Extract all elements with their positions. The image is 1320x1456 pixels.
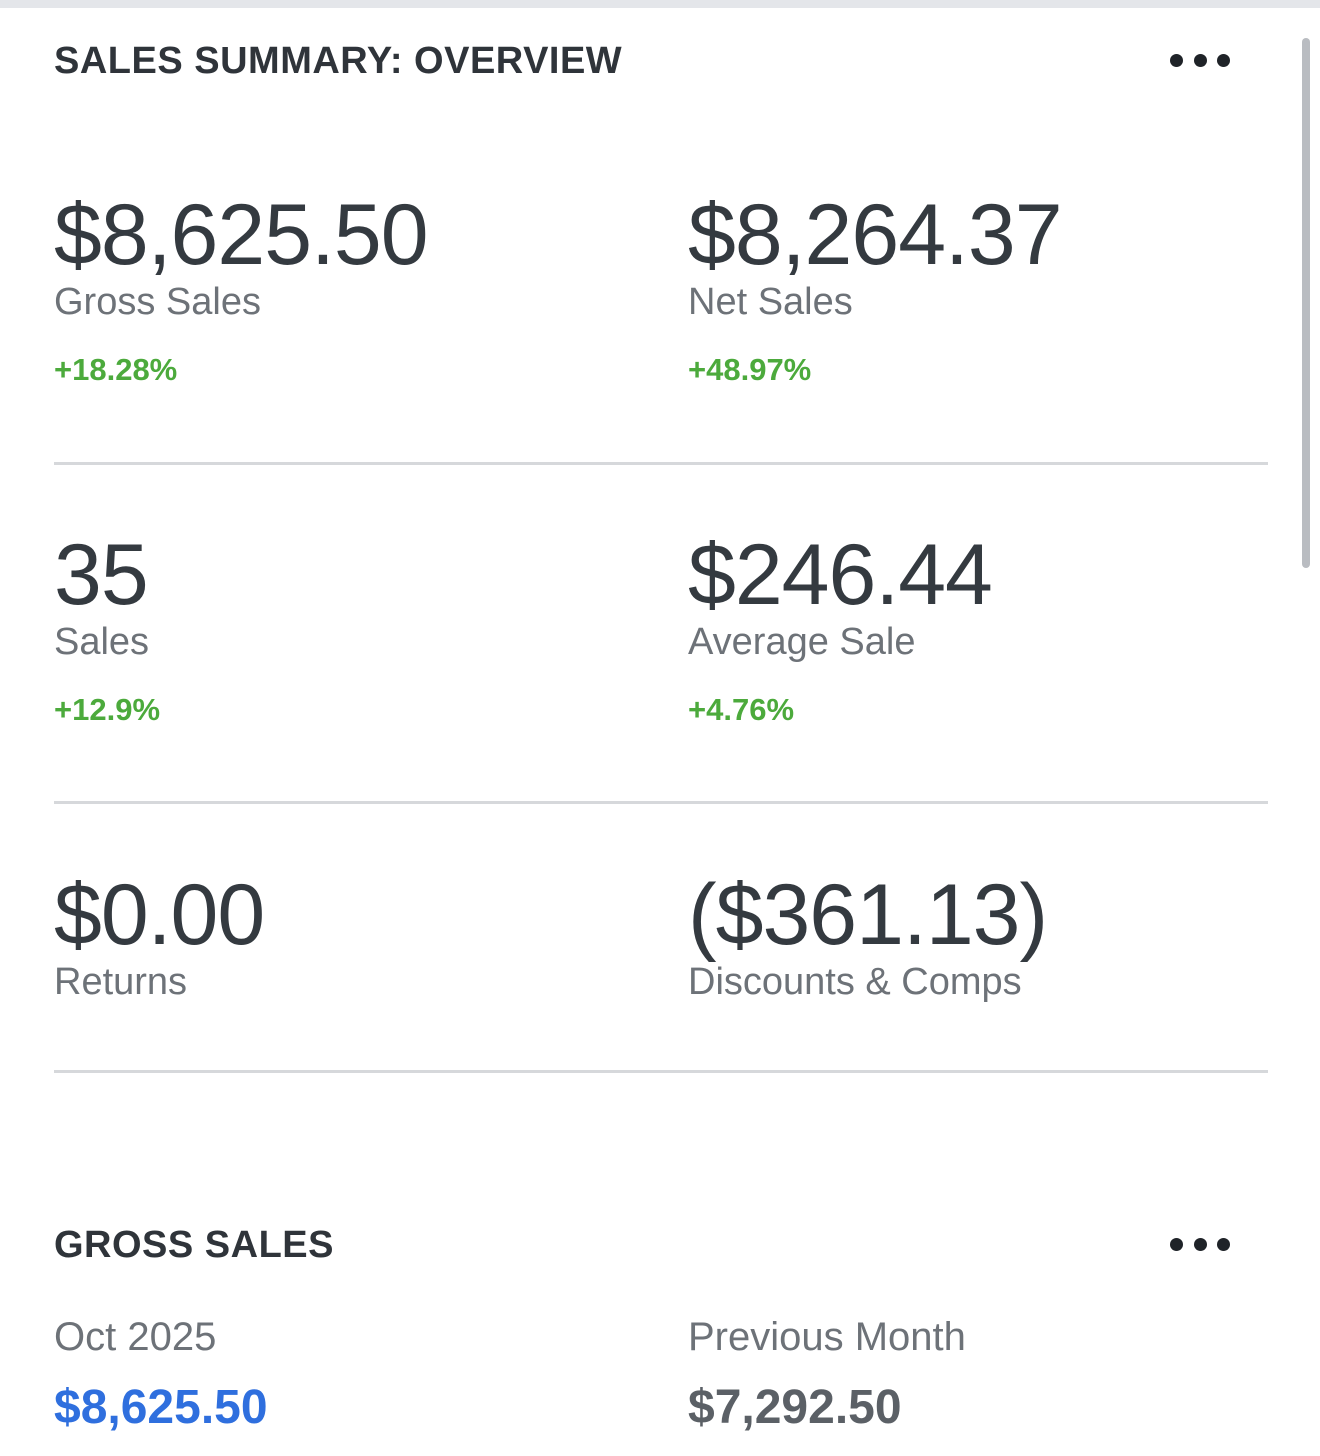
metric-label: Returns <box>54 961 188 1003</box>
metric-returns: $0.00 Returns <box>54 870 654 1004</box>
metric-change: +12.9% <box>54 692 161 727</box>
scrollbar-thumb[interactable] <box>1302 38 1310 568</box>
divider <box>54 1070 1268 1073</box>
gross-sales-previous: Previous Month $7,292.50 <box>688 1314 1248 1436</box>
current-amount: $8,625.50 <box>54 1381 268 1434</box>
divider <box>54 462 1268 465</box>
metric-label: Gross Sales <box>54 281 261 323</box>
metric-value: ($361.13) <box>688 867 1048 963</box>
metric-sales-count: 35 Sales +12.9% <box>54 530 654 728</box>
overview-title: SALES SUMMARY: OVERVIEW <box>54 40 623 82</box>
divider <box>54 801 1268 804</box>
metric-change: +48.97% <box>688 352 812 387</box>
gross-sales-title: GROSS SALES <box>54 1224 334 1266</box>
metric-change: +4.76% <box>688 692 795 727</box>
metric-label: Net Sales <box>688 281 853 323</box>
metric-net-sales: $8,264.37 Net Sales +48.97% <box>688 190 1288 388</box>
metric-value: $246.44 <box>688 527 993 623</box>
metric-label: Average Sale <box>688 621 916 663</box>
gross-sales-more-icon[interactable] <box>1170 1232 1230 1256</box>
period-label: Oct 2025 <box>54 1315 217 1359</box>
metric-value: 35 <box>54 527 149 623</box>
metric-label: Discounts & Comps <box>688 961 1022 1003</box>
metric-value: $8,625.50 <box>54 187 429 283</box>
previous-amount: $7,292.50 <box>688 1381 902 1434</box>
top-border <box>0 0 1320 8</box>
metric-label: Sales <box>54 621 150 663</box>
period-label: Previous Month <box>688 1315 966 1359</box>
gross-sales-current: Oct 2025 $8,625.50 <box>54 1314 614 1436</box>
metric-discounts-comps: ($361.13) Discounts & Comps <box>688 870 1288 1004</box>
overview-more-icon[interactable] <box>1170 48 1230 72</box>
metric-value: $8,264.37 <box>688 187 1063 283</box>
metric-change: +18.28% <box>54 352 178 387</box>
metric-value: $0.00 <box>54 867 265 963</box>
metric-gross-sales: $8,625.50 Gross Sales +18.28% <box>54 190 654 388</box>
metric-average-sale: $246.44 Average Sale +4.76% <box>688 530 1288 728</box>
